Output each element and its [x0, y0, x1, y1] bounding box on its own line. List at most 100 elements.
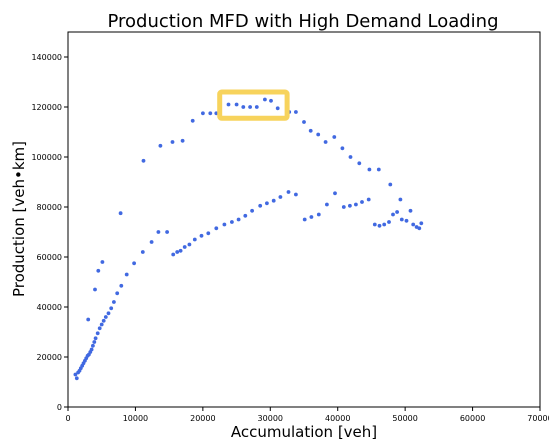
data-point	[316, 212, 321, 217]
data-point	[360, 200, 364, 204]
data-point	[250, 208, 255, 213]
data-point	[93, 287, 97, 292]
data-point	[391, 212, 395, 217]
data-point	[372, 222, 377, 227]
data-point	[302, 217, 307, 222]
data-point	[109, 306, 114, 311]
data-point	[275, 106, 280, 111]
data-point	[348, 203, 352, 208]
data-point	[325, 202, 329, 207]
data-point	[286, 190, 291, 194]
data-point	[234, 102, 239, 107]
data-point	[170, 140, 175, 144]
data-point	[248, 105, 253, 109]
y-tick-label: 80000	[37, 203, 62, 212]
data-point	[86, 317, 91, 322]
x-tick-label: 30000	[258, 414, 283, 423]
data-point	[106, 311, 111, 316]
data-point	[156, 230, 161, 234]
y-tick-label: 100000	[31, 153, 62, 162]
data-point	[399, 217, 404, 222]
x-tick-label: 0	[65, 414, 70, 423]
data-point	[124, 272, 129, 277]
data-point	[96, 268, 101, 273]
data-point	[222, 222, 227, 227]
data-point	[417, 226, 422, 231]
highlight-box	[217, 89, 290, 121]
x-tick-label: 20000	[190, 414, 215, 423]
data-point	[180, 138, 185, 143]
data-point	[243, 213, 248, 218]
data-point	[258, 203, 263, 208]
data-point	[419, 221, 424, 226]
data-point	[149, 240, 154, 244]
data-point	[95, 331, 100, 336]
data-point	[354, 202, 358, 207]
data-point	[366, 197, 371, 202]
data-point	[97, 326, 102, 331]
data-point	[74, 376, 79, 381]
data-point	[89, 347, 94, 352]
data-point	[404, 218, 409, 223]
data-point	[119, 283, 124, 288]
data-point	[165, 230, 170, 234]
data-point	[263, 97, 267, 102]
data-point	[115, 291, 120, 296]
data-point	[132, 261, 137, 266]
data-point	[199, 233, 204, 238]
data-point	[91, 343, 95, 348]
x-tick-label: 50000	[392, 414, 417, 423]
data-point	[208, 111, 213, 116]
y-tick-label: 0	[57, 403, 62, 412]
highlight-layer	[217, 89, 290, 121]
data-point	[309, 215, 314, 219]
data-point	[341, 205, 346, 209]
data-point	[271, 198, 276, 203]
data-point	[92, 340, 97, 344]
data-point	[99, 322, 104, 327]
data-point	[348, 155, 353, 159]
data-point	[302, 120, 306, 124]
data-point	[241, 105, 246, 109]
data-point	[93, 336, 98, 341]
plot-frame	[67, 31, 541, 408]
data-point	[357, 161, 362, 166]
data-point	[158, 143, 163, 148]
data-point	[395, 210, 399, 214]
data-point	[141, 158, 146, 163]
data-point	[190, 118, 195, 123]
data-point	[112, 300, 116, 304]
data-point	[367, 167, 372, 172]
data-point	[187, 242, 192, 247]
data-point	[411, 222, 416, 227]
data-point	[398, 197, 403, 202]
data-point	[101, 318, 106, 323]
data-point	[214, 226, 219, 231]
chart-title: Production MFD with High Demand Loading	[107, 11, 498, 32]
data-point	[103, 315, 108, 319]
data-point	[376, 167, 381, 172]
data-point	[387, 220, 391, 224]
x-axis-label: Accumulation [veh]	[231, 423, 377, 441]
data-point	[408, 208, 413, 213]
data-point	[377, 223, 382, 228]
data-point	[265, 201, 269, 206]
data-point	[178, 248, 183, 253]
x-tick-label: 60000	[460, 414, 485, 423]
x-tick-label: 40000	[325, 414, 350, 423]
data-point	[308, 128, 313, 133]
data-points	[73, 97, 424, 381]
data-point	[230, 220, 234, 224]
data-point	[73, 372, 78, 377]
data-point	[206, 231, 211, 236]
y-tick-label: 60000	[37, 253, 62, 262]
data-point	[388, 182, 393, 187]
x-tick-label: 10000	[123, 414, 148, 423]
data-point	[323, 140, 328, 144]
data-point	[278, 195, 283, 199]
data-point	[333, 191, 337, 196]
data-point	[175, 250, 180, 254]
data-point	[236, 217, 241, 222]
